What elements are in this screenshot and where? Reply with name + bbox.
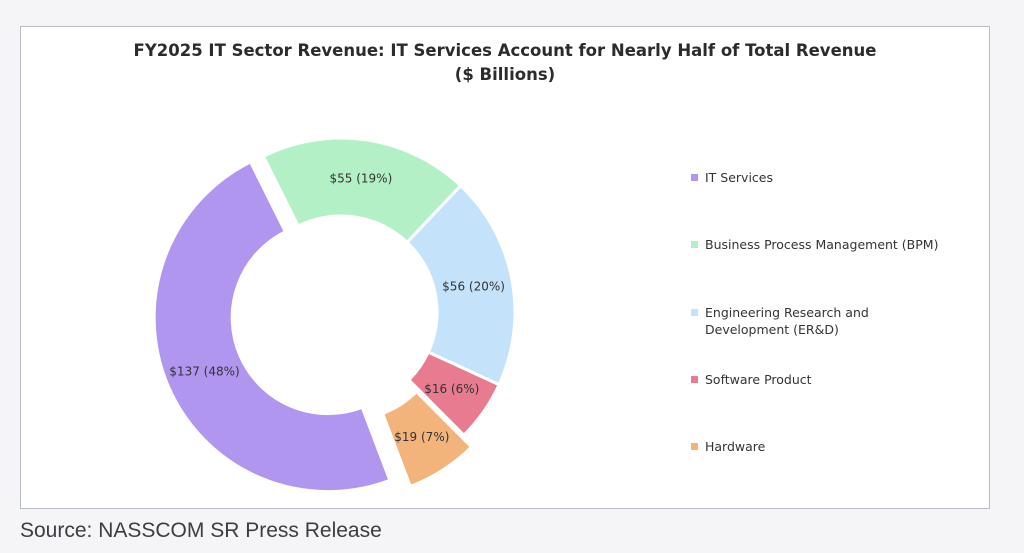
data-label-business-process-management-bpm: $55 (19%) bbox=[330, 171, 393, 185]
legend-swatch-business-process-management-bpm bbox=[691, 241, 698, 248]
slice-software-product bbox=[406, 350, 502, 438]
data-label-hardware: $19 (7%) bbox=[394, 430, 449, 444]
legend-swatch-hardware bbox=[691, 443, 698, 450]
legend-label-hardware: Hardware bbox=[705, 439, 766, 454]
legend-swatch-software-product bbox=[691, 376, 698, 383]
legend-item-hardware: Hardware bbox=[691, 438, 981, 455]
legend-swatch-it-services bbox=[691, 174, 698, 181]
slice-hardware bbox=[380, 389, 474, 489]
legend-label-business-process-management-bpm: Business Process Management (BPM) bbox=[705, 237, 939, 252]
slice-engineering-research-and-development-er-d bbox=[404, 183, 517, 387]
legend-label-it-services: IT Services bbox=[705, 170, 774, 185]
data-label-engineering-research-and-development-er-d: $56 (20%) bbox=[442, 279, 505, 293]
legend-item-business-process-management-bpm: Business Process Management (BPM) bbox=[691, 236, 981, 253]
chart-frame: FY2025 IT Sector Revenue: IT Services Ac… bbox=[20, 26, 990, 509]
chart-title: FY2025 IT Sector Revenue: IT Services Ac… bbox=[21, 39, 989, 87]
data-label-it-services: $137 (48%) bbox=[169, 365, 239, 379]
chart-title-line-1: FY2025 IT Sector Revenue: IT Services Ac… bbox=[133, 41, 877, 60]
slice-it-services bbox=[152, 159, 392, 494]
legend-label-software-product: Software Product bbox=[705, 372, 812, 387]
legend-item-software-product: Software Product bbox=[691, 371, 981, 388]
slice-business-process-management-bpm bbox=[261, 136, 463, 245]
legend-item-engineering-research-and-development-er-d: Engineering Research and Development (ER&… bbox=[691, 304, 981, 338]
source-note: Source: NASSCOM SR Press Release bbox=[20, 519, 382, 542]
legend-swatch-engineering-research-and-development-er-d bbox=[691, 309, 698, 316]
legend-label-engineering-research-and-development-er-d: Engineering Research and Development (ER&… bbox=[705, 305, 869, 337]
legend-item-it-services: IT Services bbox=[691, 169, 981, 186]
data-label-software-product: $16 (6%) bbox=[424, 382, 479, 396]
chart-title-line-2: ($ Billions) bbox=[454, 65, 556, 84]
donut-chart: $55 (19%) $56 (20%) $16 (6%) $19 (7%) $137 (… bbox=[152, 136, 517, 494]
